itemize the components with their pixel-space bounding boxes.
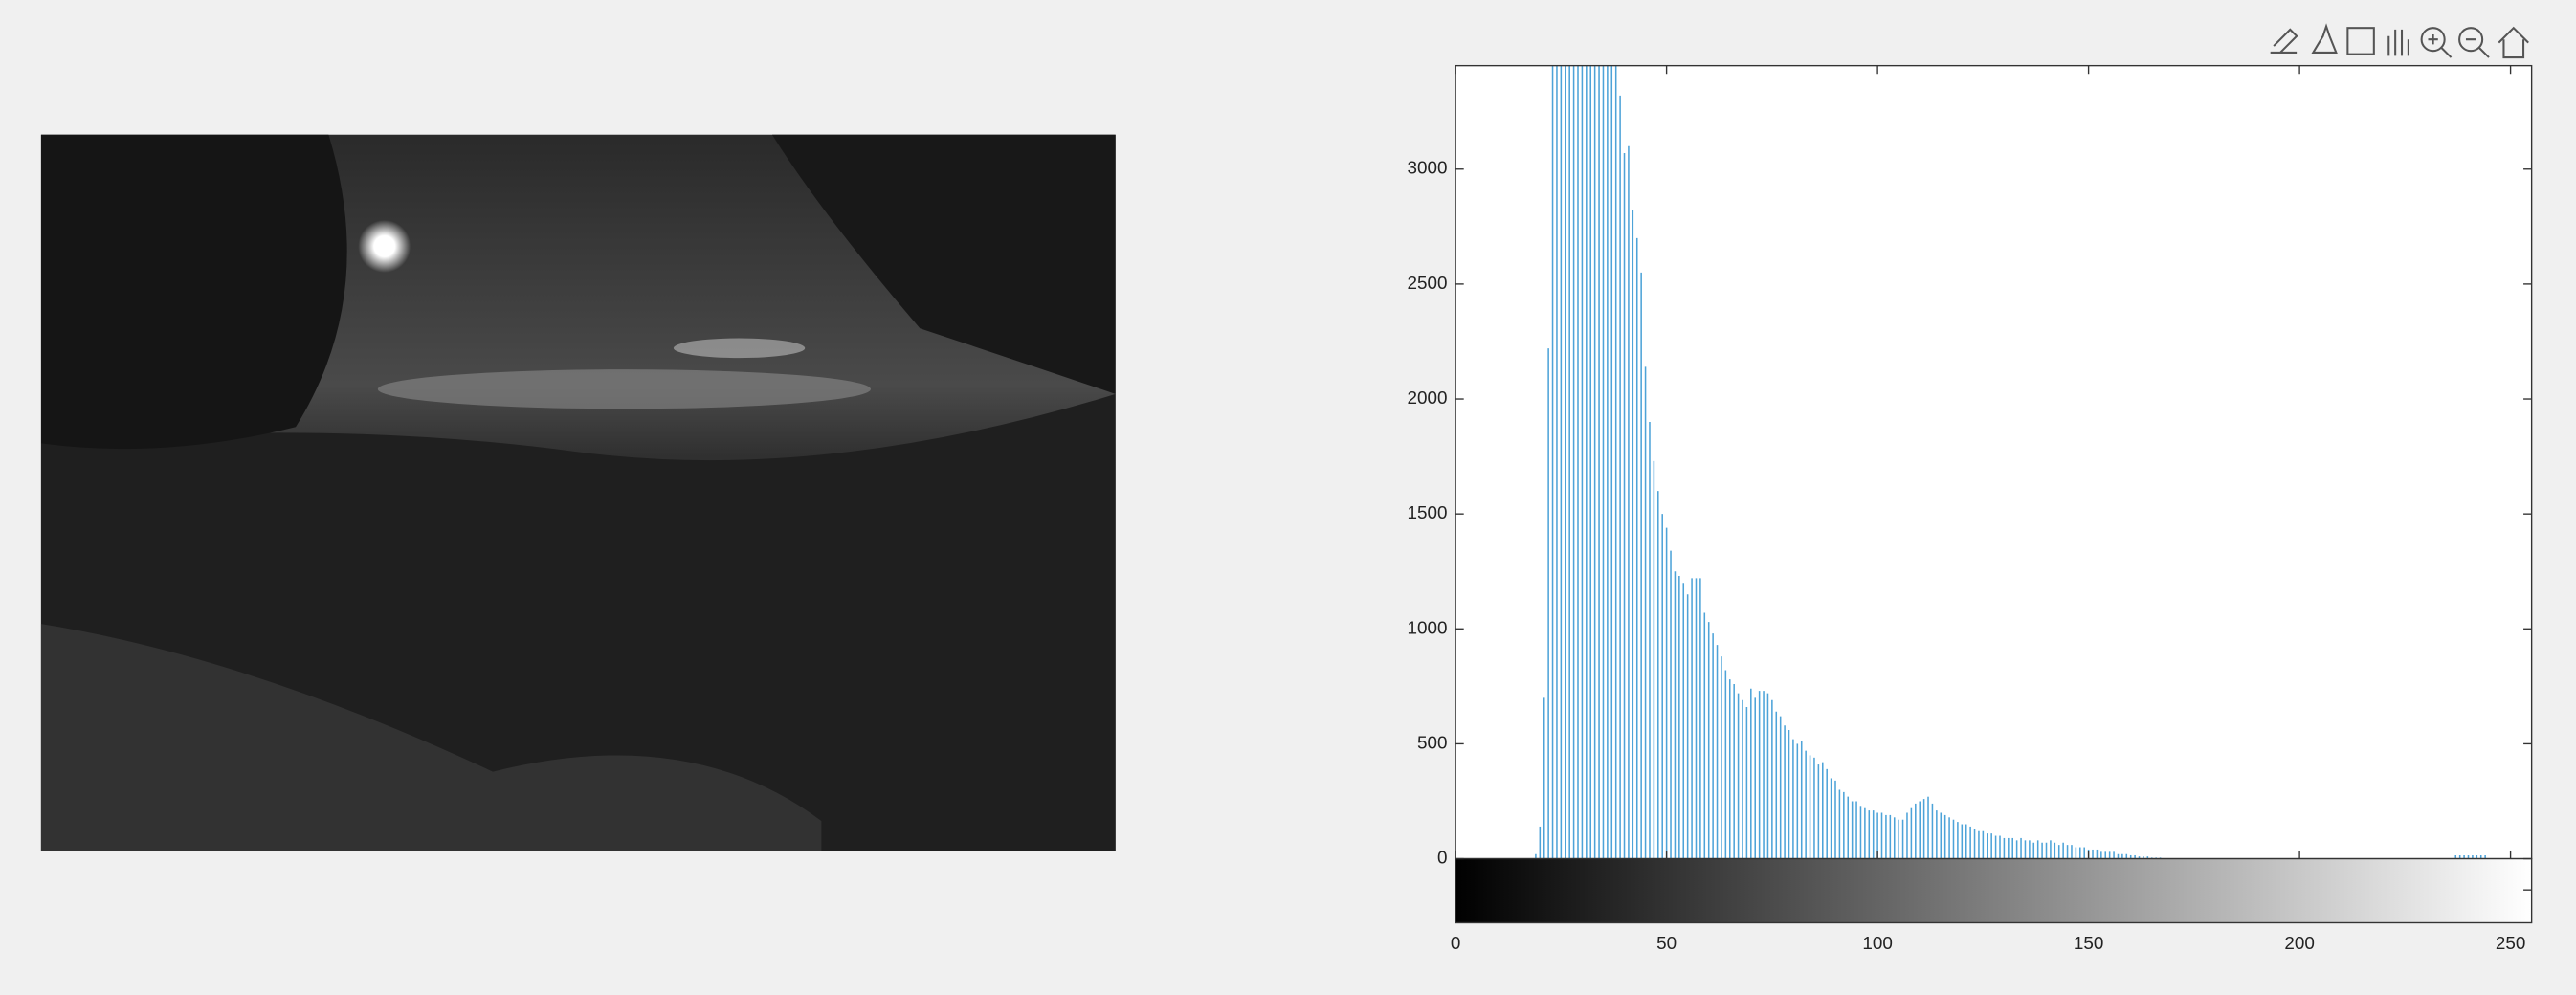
y-tick-label: 0 (1437, 849, 1448, 869)
zoom-in-icon[interactable] (2420, 27, 2453, 58)
x-tick-label: 0 (1451, 934, 1461, 954)
colorbar (1455, 857, 2533, 924)
x-tick-label: 100 (1862, 934, 1893, 954)
y-tick-label: 1500 (1408, 503, 1448, 523)
y-tick-label: 2500 (1408, 274, 1448, 294)
y-tick-label: 500 (1417, 733, 1448, 753)
x-tick-label: 150 (2074, 934, 2104, 954)
zoom-out-icon[interactable] (2458, 27, 2490, 58)
x-tick-label: 200 (2284, 934, 2315, 954)
x-tick-label: 50 (1656, 934, 1677, 954)
legend-icon[interactable] (2346, 27, 2375, 55)
photo (40, 134, 1116, 851)
y-tick-label: 3000 (1408, 159, 1448, 179)
home-icon[interactable] (2498, 26, 2529, 59)
data-tip-icon[interactable] (2311, 23, 2338, 54)
plot-area (1455, 65, 2532, 859)
y-tick-label: 2000 (1408, 388, 1448, 409)
brush-icon[interactable] (2270, 28, 2298, 54)
bars (1535, 65, 2486, 859)
y-tick-label: 1000 (1408, 618, 1448, 638)
toolbar (2270, 23, 2529, 59)
pan-icon[interactable] (2387, 29, 2409, 56)
x-tick-label: 250 (2496, 934, 2526, 954)
